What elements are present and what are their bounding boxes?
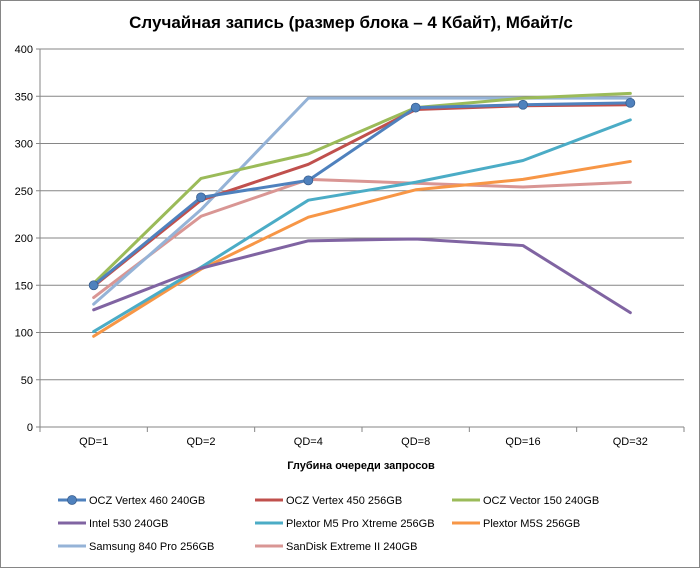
- legend-label-3: Intel 530 240GB: [89, 518, 169, 530]
- series-point-0-3: [410, 102, 421, 113]
- legend-label-1: OCZ Vertex 450 256GB: [286, 495, 402, 507]
- x-tick-label: QD=1: [79, 436, 108, 448]
- series-line-7: [92, 177, 632, 300]
- x-tick-label: QD=8: [401, 436, 430, 448]
- series-line-4: [92, 118, 632, 334]
- series-point-0-4: [518, 99, 528, 110]
- series-point-0-5: [625, 97, 636, 108]
- legend-label-4: Plextor M5 Pro Xtreme 256GB: [286, 518, 435, 530]
- series-line-6: [92, 96, 632, 306]
- series-lines: [88, 91, 636, 338]
- chart-title: Случайная запись (размер блока – 4 Кбайт…: [129, 13, 573, 32]
- y-tick-label: 250: [15, 186, 33, 198]
- y-tick-label: 100: [15, 328, 33, 340]
- series-line-3: [92, 237, 632, 315]
- legend-label-5: Plextor M5S 256GB: [483, 518, 580, 530]
- x-tick-label: QD=16: [505, 436, 540, 448]
- y-tick-label: 0: [27, 422, 33, 434]
- series-point-0-0: [88, 280, 99, 291]
- series-point-0-1: [196, 192, 206, 203]
- y-tick-label: 400: [15, 44, 33, 56]
- x-tick-label: QD=2: [186, 436, 215, 448]
- series-point-0-2: [303, 175, 314, 186]
- x-tick-label: QD=4: [294, 436, 323, 448]
- y-tick-label: 50: [21, 375, 33, 387]
- y-tick-label: 300: [15, 139, 33, 151]
- x-axis-title: Глубина очереди запросов: [287, 460, 435, 472]
- series-line-5: [92, 159, 632, 338]
- legend-label-6: Samsung 840 Pro 256GB: [89, 541, 214, 553]
- legend: OCZ Vertex 460 240GB OCZ Vertex 450 256GB…: [58, 495, 599, 553]
- legend-marker-0: [67, 495, 77, 505]
- legend-label-0: OCZ Vertex 460 240GB: [89, 495, 205, 507]
- legend-label-2: OCZ Vector 150 240GB: [483, 495, 599, 507]
- series-line-2: [92, 91, 632, 285]
- x-tick-label: QD=32: [613, 436, 648, 448]
- series-line-0: [92, 101, 632, 287]
- y-tick-label: 350: [15, 91, 33, 103]
- y-tick-label: 150: [15, 280, 33, 292]
- y-axis-ticks: 0 50 100 150 200 250 300 350 400: [15, 44, 40, 434]
- x-axis-ticks: QD=1 QD=2 QD=4 QD=8 QD=16 QD=32: [39, 427, 685, 448]
- y-tick-label: 200: [15, 233, 33, 245]
- legend-label-7: SanDisk Extreme II 240GB: [286, 541, 417, 553]
